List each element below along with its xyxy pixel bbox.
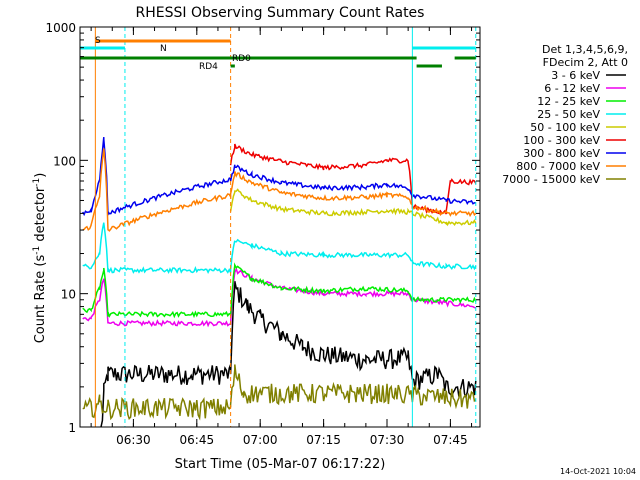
plot-frame bbox=[79, 26, 481, 428]
y-axis-label: Count Rate (s-1 detector-1) bbox=[32, 173, 48, 344]
series-line-4 bbox=[229, 188, 477, 227]
x-tick-label-5: 07:45 bbox=[433, 433, 468, 447]
x-axis-label: Start Time (05-Mar-07 06:17:22) bbox=[175, 457, 386, 472]
y-tick-label-3: 1000 bbox=[45, 21, 76, 35]
y-axis-label-part-3: detector bbox=[33, 186, 48, 246]
y-tick-label-0: 1 bbox=[68, 421, 76, 435]
y-tick-label-1: 10 bbox=[61, 288, 76, 302]
legend-header-line-1: Det 1,3,4,5,6,9, bbox=[542, 43, 628, 56]
y-tick-label-2: 100 bbox=[53, 154, 76, 168]
x-tick-label-2: 07:00 bbox=[243, 433, 278, 447]
y-axis-label-part-5: ) bbox=[33, 173, 48, 178]
series-line-3 bbox=[82, 222, 477, 275]
legend-label-8: 7000 - 15000 keV bbox=[502, 173, 600, 186]
x-tick-label-3: 07:15 bbox=[306, 433, 341, 447]
flag-label-2: RD0 bbox=[232, 54, 251, 64]
series-line-6 bbox=[82, 137, 476, 217]
axes-group: 06:30 06:45 07:00 07:15 07:30 07:45 1 10 100 1000 bbox=[45, 21, 480, 447]
flag-label-1: N bbox=[160, 44, 167, 54]
legend-label-1: 6 - 12 keV bbox=[544, 82, 600, 95]
series-line-2 bbox=[82, 262, 477, 319]
legend: Det 1,3,4,5,6,9, FDecim 2, Att 0 3 - 6 k… bbox=[502, 43, 628, 186]
y-axis-label-part-1: Count Rate (s bbox=[33, 255, 48, 344]
x-tick-label-4: 07:30 bbox=[370, 433, 405, 447]
legend-label-7: 800 - 7000 keV bbox=[516, 160, 600, 173]
legend-label-0: 3 - 6 keV bbox=[551, 69, 600, 82]
series-line-8 bbox=[82, 364, 477, 421]
legend-label-3: 25 - 50 keV bbox=[537, 108, 600, 121]
legend-label-5: 100 - 300 keV bbox=[523, 134, 600, 147]
legend-header-line-2: FDecim 2, Att 0 bbox=[543, 56, 628, 69]
timestamp: 14-Oct-2021 10:04 bbox=[560, 467, 636, 476]
flag-label-3: RD4 bbox=[199, 62, 218, 72]
legend-label-6: 300 - 800 keV bbox=[523, 147, 600, 160]
flag-label-0: S bbox=[95, 36, 101, 46]
x-tick-label-0: 06:30 bbox=[116, 433, 151, 447]
y-axis-label-part-2: -1 bbox=[32, 246, 42, 255]
y-axis-label-part-4: -1 bbox=[32, 178, 42, 187]
x-tick-label-1: 06:45 bbox=[180, 433, 215, 447]
chart-title: RHESSI Observing Summary Count Rates bbox=[136, 5, 425, 21]
series-line-7 bbox=[82, 148, 477, 232]
legend-label-2: 12 - 25 keV bbox=[537, 95, 600, 108]
legend-label-4: 50 - 100 keV bbox=[530, 121, 600, 134]
